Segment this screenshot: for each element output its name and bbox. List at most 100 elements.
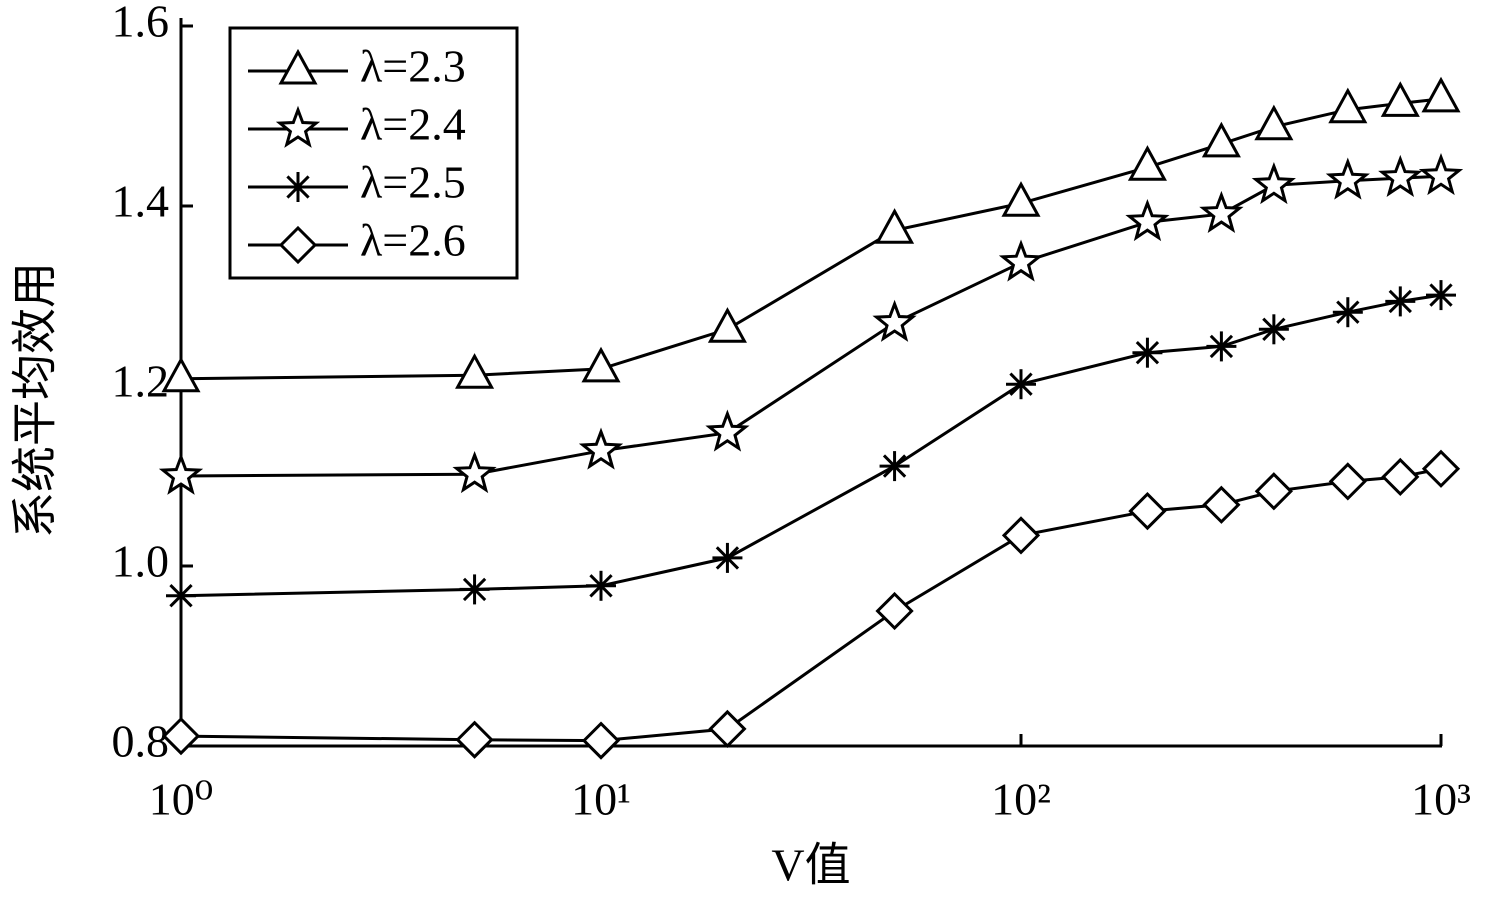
marker	[158, 452, 204, 495]
marker-shape	[1378, 154, 1423, 197]
marker	[1381, 457, 1420, 497]
marker	[1127, 145, 1167, 181]
marker	[1125, 198, 1170, 242]
marker	[455, 353, 495, 389]
marker-shape	[455, 720, 494, 759]
marker	[283, 172, 313, 202]
marker-shape	[1381, 457, 1420, 497]
marker-shape	[1251, 162, 1296, 205]
marker	[1001, 516, 1041, 555]
marker	[705, 409, 750, 452]
marker	[879, 451, 910, 482]
marker-shape	[169, 584, 193, 608]
marker-shape	[1328, 87, 1368, 124]
marker-shape	[1201, 121, 1241, 158]
marker	[1006, 369, 1036, 400]
marker	[712, 542, 743, 573]
marker	[1421, 76, 1461, 113]
marker	[459, 574, 490, 605]
marker	[872, 299, 917, 342]
marker	[1332, 297, 1363, 328]
marker	[1385, 286, 1416, 317]
marker	[1380, 81, 1420, 117]
marker-shape	[158, 452, 204, 495]
marker-shape	[1380, 81, 1420, 117]
marker	[1202, 485, 1241, 524]
marker-shape	[462, 577, 487, 602]
marker	[586, 570, 616, 601]
marker-shape	[1388, 289, 1412, 314]
marker	[581, 721, 621, 760]
y-tick-label: 1.4	[112, 176, 170, 227]
series-line	[180, 293, 1442, 598]
marker	[1418, 153, 1464, 196]
marker	[161, 716, 201, 756]
marker	[998, 239, 1044, 282]
marker	[1325, 157, 1370, 200]
marker	[1132, 337, 1163, 368]
marker	[166, 580, 196, 611]
marker	[1378, 154, 1423, 197]
marker	[707, 307, 747, 343]
marker	[708, 709, 747, 749]
y-tick-label: 1.6	[112, 0, 170, 47]
marker	[1258, 314, 1289, 345]
marker-shape	[875, 208, 915, 244]
marker-shape	[278, 48, 318, 85]
marker-shape	[882, 454, 907, 478]
marker	[1201, 121, 1241, 158]
marker	[1426, 280, 1456, 311]
marker-shape	[1127, 145, 1167, 181]
marker-shape	[1001, 516, 1041, 555]
marker	[1328, 462, 1367, 501]
marker-shape	[452, 450, 497, 494]
marker	[581, 346, 621, 383]
y-axis-label: 系统平均效用	[10, 262, 61, 538]
marker-shape	[589, 574, 613, 598]
y-tick-label: 0.8	[112, 716, 170, 767]
marker	[278, 225, 318, 265]
marker-shape	[1418, 153, 1464, 196]
marker	[161, 356, 201, 393]
marker-shape	[1199, 190, 1244, 233]
legend-label: λ=2.6	[360, 215, 466, 266]
marker-shape	[715, 546, 740, 570]
x-tick-label: 10²	[991, 774, 1051, 825]
legend-label: λ=2.5	[360, 157, 466, 208]
marker	[278, 48, 318, 85]
marker-shape	[278, 225, 318, 265]
marker	[1421, 449, 1461, 488]
marker-shape	[1254, 472, 1293, 511]
x-axis-label: V值	[771, 840, 850, 891]
marker	[1251, 162, 1296, 205]
marker-shape	[1421, 449, 1461, 488]
marker	[1199, 190, 1244, 233]
marker-shape	[275, 105, 321, 148]
x-tick-label: 10³	[1411, 774, 1471, 825]
marker-shape	[581, 346, 621, 383]
marker	[1001, 181, 1041, 217]
y-tick-label: 1.0	[112, 536, 170, 587]
marker-shape	[1209, 334, 1234, 359]
marker	[452, 450, 497, 494]
marker-shape	[1202, 485, 1241, 524]
marker-shape	[1262, 317, 1286, 341]
y-tick-label: 1.2	[112, 356, 170, 407]
marker-shape	[1001, 181, 1041, 217]
marker	[578, 427, 624, 470]
legend-label: λ=2.3	[360, 41, 466, 92]
marker	[1328, 87, 1368, 124]
marker-shape	[1009, 372, 1033, 396]
marker	[875, 591, 914, 631]
marker-shape	[286, 175, 310, 199]
marker	[455, 720, 494, 759]
marker-shape	[875, 591, 914, 631]
marker-shape	[1325, 157, 1370, 200]
marker	[1206, 331, 1237, 362]
marker-shape	[705, 409, 750, 452]
marker-shape	[161, 716, 201, 756]
marker	[1128, 491, 1167, 531]
x-tick-label: 10¹	[571, 774, 631, 825]
marker	[275, 105, 321, 148]
